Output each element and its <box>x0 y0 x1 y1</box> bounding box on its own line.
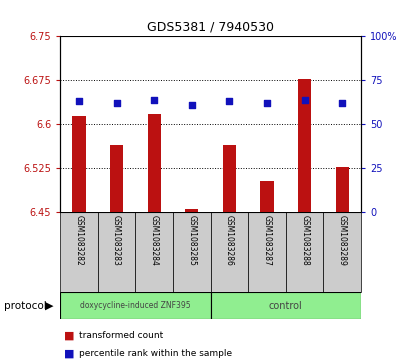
Bar <box>286 212 323 292</box>
Bar <box>211 292 361 319</box>
Text: GSM1083289: GSM1083289 <box>338 215 347 266</box>
Bar <box>60 292 211 319</box>
Bar <box>148 114 161 212</box>
Bar <box>185 209 198 212</box>
Point <box>226 98 233 104</box>
Bar <box>298 78 311 212</box>
Bar <box>173 212 210 292</box>
Bar <box>98 212 135 292</box>
Title: GDS5381 / 7940530: GDS5381 / 7940530 <box>147 21 274 34</box>
Point <box>113 100 120 106</box>
Text: GSM1083282: GSM1083282 <box>74 215 83 265</box>
Bar <box>110 145 123 212</box>
Point <box>151 97 158 103</box>
Bar <box>323 212 361 292</box>
Bar <box>261 181 273 212</box>
Text: doxycycline-induced ZNF395: doxycycline-induced ZNF395 <box>80 301 191 310</box>
Text: ■: ■ <box>64 331 75 341</box>
Text: GSM1083285: GSM1083285 <box>187 215 196 266</box>
Text: GSM1083287: GSM1083287 <box>263 215 271 266</box>
Text: control: control <box>269 301 303 311</box>
Bar <box>135 212 173 292</box>
Point <box>264 100 270 106</box>
Point <box>76 98 82 104</box>
Bar <box>211 212 248 292</box>
Bar <box>72 115 85 212</box>
Point <box>301 97 308 103</box>
Point <box>188 102 195 108</box>
Bar <box>248 212 286 292</box>
Text: ■: ■ <box>64 349 75 359</box>
Text: GSM1083284: GSM1083284 <box>150 215 159 266</box>
Text: transformed count: transformed count <box>79 331 163 340</box>
Bar <box>223 145 236 212</box>
Text: GSM1083286: GSM1083286 <box>225 215 234 266</box>
Text: GSM1083283: GSM1083283 <box>112 215 121 266</box>
Bar <box>60 212 98 292</box>
Text: percentile rank within the sample: percentile rank within the sample <box>79 350 232 358</box>
Text: ▶: ▶ <box>45 301 53 311</box>
Text: GSM1083288: GSM1083288 <box>300 215 309 265</box>
Point <box>339 100 346 106</box>
Text: protocol: protocol <box>4 301 47 311</box>
Bar <box>336 167 349 212</box>
